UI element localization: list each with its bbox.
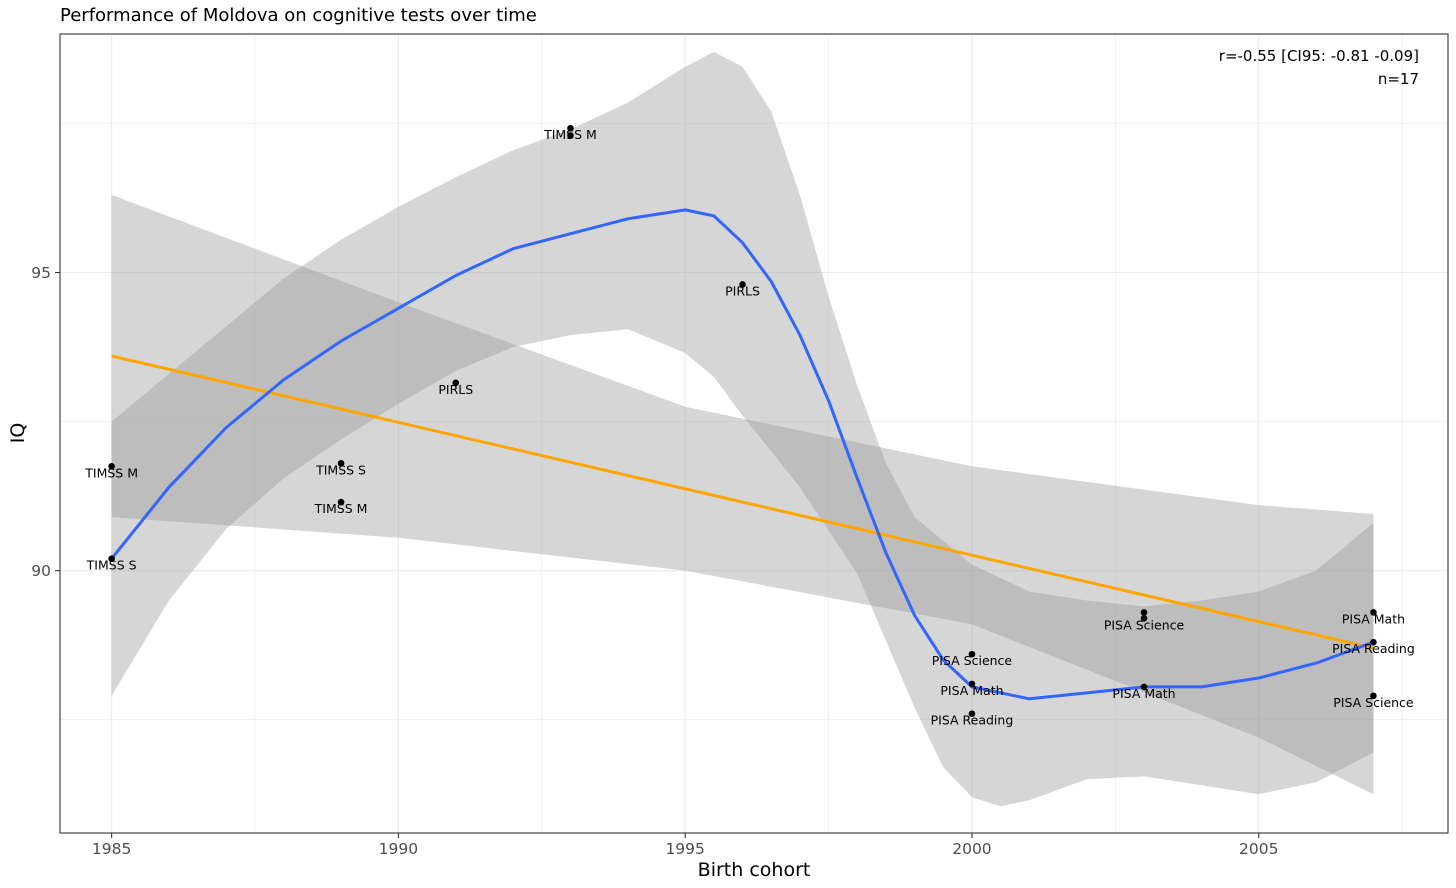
- x-tick-label: 2005: [1239, 840, 1278, 858]
- plot-background: [60, 34, 1448, 833]
- point-label: TIMSS M: [314, 501, 368, 516]
- x-tick-label: 1985: [92, 840, 131, 858]
- plot-border: [59, 33, 1449, 834]
- data-point: [108, 555, 115, 563]
- point-label: PISA Reading: [931, 713, 1014, 728]
- point-label: PIRLS: [725, 283, 760, 298]
- data-point: [1140, 609, 1148, 616]
- x-tick-label: 1995: [665, 840, 704, 858]
- data-point: [1140, 615, 1148, 622]
- grid-layer: [60, 34, 1448, 833]
- x-axis-title: Birth cohort: [698, 859, 811, 881]
- sample-size-annotation: n=17: [1378, 70, 1419, 88]
- fit-lines: [110, 208, 1375, 701]
- correlation-annotation: r=-0.55 [CI95: -0.81 -0.09]: [1219, 47, 1419, 65]
- point-label: PISA Math: [940, 683, 1003, 698]
- data-point: [337, 460, 345, 467]
- data-point: [452, 379, 460, 387]
- point-label: TIMSS M: [84, 465, 138, 480]
- data-point: [567, 132, 574, 139]
- point-label: PISA Math: [1112, 686, 1175, 701]
- linear-fit-line: [111, 354, 1374, 650]
- data-point: [1370, 692, 1377, 700]
- data-point: [1370, 638, 1377, 646]
- point-labels: TIMSS M TIMSS S TIMSS S TIMSS M PIRLS TIMSS M…: [84, 127, 1415, 728]
- point-label: PISA Math: [1342, 611, 1405, 626]
- x-tick-label: 1990: [379, 840, 418, 858]
- point-label: TIMSS S: [315, 462, 366, 477]
- point-label: PISA Science: [932, 653, 1013, 668]
- data-point: [968, 710, 976, 718]
- y-tick-label: 90: [31, 562, 51, 580]
- chart-title: Performance of Moldova on cognitive test…: [60, 5, 537, 26]
- data-points: [108, 124, 1377, 718]
- linear-fit-ci-band: [111, 195, 1374, 795]
- data-point: [1370, 609, 1377, 616]
- point-label: PISA Reading: [1332, 641, 1415, 656]
- confidence-bands: [111, 51, 1374, 807]
- point-label: PISA Science: [1333, 695, 1414, 710]
- point-label: TIMSS S: [86, 558, 137, 573]
- smooth-fit-line: [110, 208, 1375, 701]
- smooth-fit-ci-band: [111, 51, 1374, 807]
- point-label: TIMSS M: [543, 127, 597, 142]
- x-tick-label: 2000: [952, 840, 991, 858]
- data-point: [1140, 683, 1148, 691]
- axis-layer: 1985 1990 1995 2000 2005 90 95: [31, 264, 1278, 858]
- point-label: PISA Science: [1104, 617, 1185, 632]
- data-point: [108, 462, 115, 470]
- y-tick-label: 95: [31, 264, 51, 282]
- data-point: [968, 680, 976, 688]
- data-point: [567, 124, 574, 132]
- data-point: [337, 498, 345, 506]
- y-axis-title: IQ: [7, 423, 29, 444]
- point-label: PIRLS: [438, 382, 473, 397]
- data-point: [968, 650, 976, 658]
- data-point: [739, 281, 746, 288]
